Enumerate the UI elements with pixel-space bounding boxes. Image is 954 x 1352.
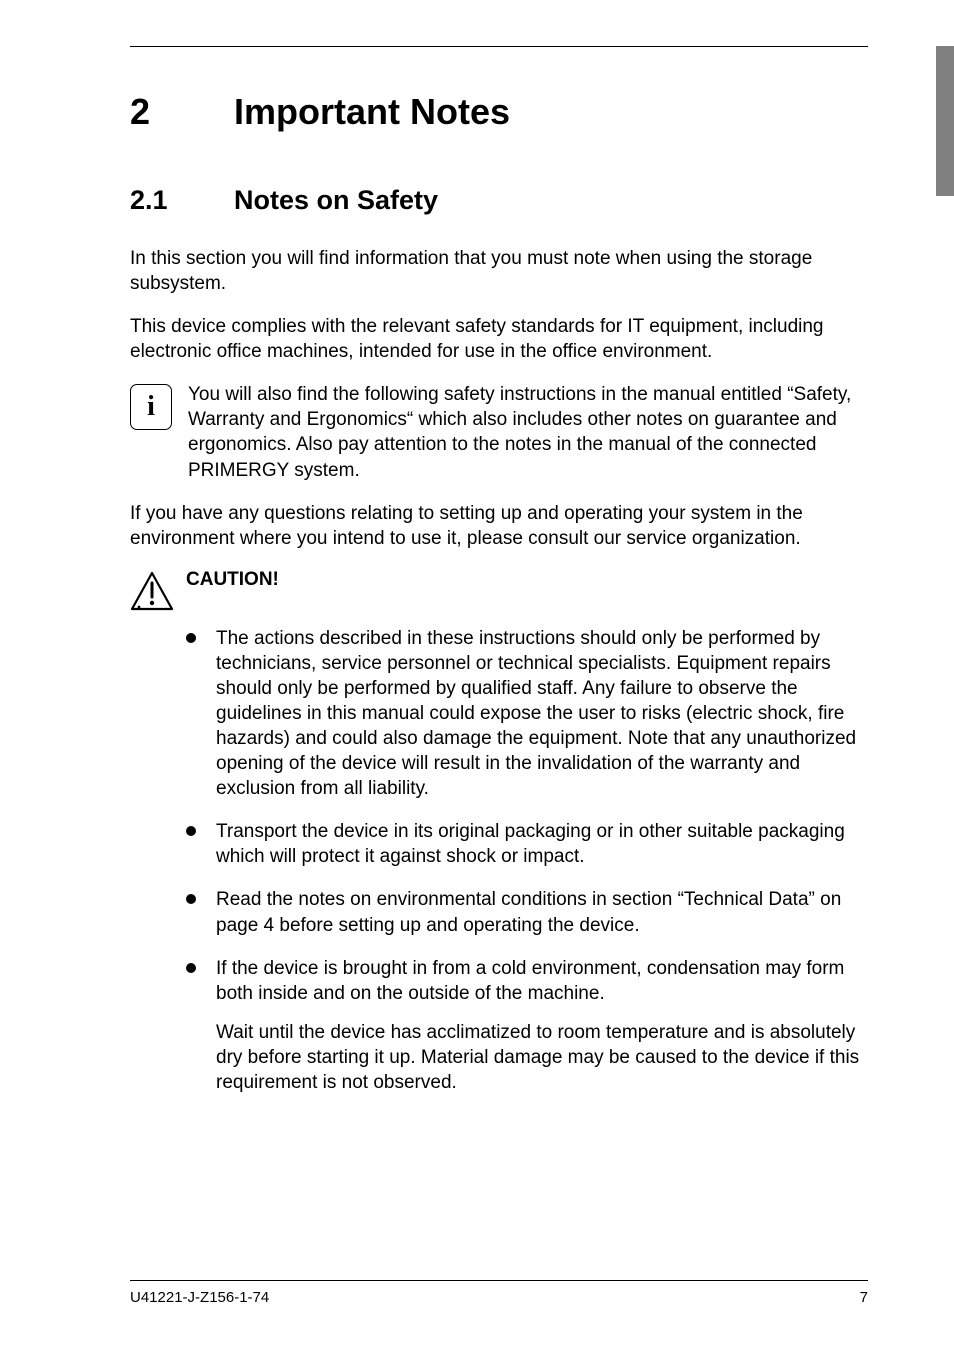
chapter-title-text: Important Notes: [234, 91, 510, 132]
chapter-title: 2Important Notes: [130, 91, 868, 133]
header-divider: [130, 46, 868, 47]
list-item: The actions described in these instructi…: [186, 626, 868, 802]
list-item-text: Read the notes on environmental conditio…: [216, 887, 868, 937]
document-page: 2Important Notes 2.1Notes on Safety In t…: [0, 0, 954, 1352]
page-footer: U41221-J-Z156-1-74 7: [130, 1280, 868, 1306]
footer-row: U41221-J-Z156-1-74 7: [130, 1289, 868, 1306]
info-icon-glyph: i: [147, 393, 155, 421]
list-item-text: If the device is brought in from a cold …: [216, 956, 868, 1006]
chapter-number: 2: [130, 91, 234, 133]
caution-icon: [130, 571, 174, 616]
body-paragraph: This device complies with the relevant s…: [130, 314, 868, 364]
caution-block: CAUTION!: [130, 569, 868, 616]
footer-divider: [130, 1280, 868, 1281]
section-title: 2.1Notes on Safety: [130, 185, 868, 216]
list-item: Transport the device in its original pac…: [186, 819, 868, 869]
list-item-text: Transport the device in its original pac…: [216, 819, 868, 869]
footer-doc-id: U41221-J-Z156-1-74: [130, 1289, 269, 1306]
info-note-block: i You will also find the following safet…: [130, 382, 868, 482]
list-item: Read the notes on environmental conditio…: [186, 887, 868, 937]
chapter-side-tab: [936, 46, 954, 196]
body-paragraph: If you have any questions relating to se…: [130, 501, 868, 551]
section-number: 2.1: [130, 185, 234, 216]
list-item-text: The actions described in these instructi…: [216, 626, 868, 802]
body-paragraph: In this section you will find informatio…: [130, 246, 868, 296]
caution-list: The actions described in these instructi…: [186, 626, 868, 1095]
info-note-text: You will also find the following safety …: [188, 382, 868, 482]
info-icon: i: [130, 384, 172, 430]
section-title-text: Notes on Safety: [234, 185, 438, 215]
footer-page-number: 7: [860, 1289, 868, 1306]
list-item: If the device is brought in from a cold …: [186, 956, 868, 1095]
caution-label: CAUTION!: [186, 569, 279, 591]
list-item-text: Wait until the device has acclimatized t…: [216, 1020, 868, 1095]
